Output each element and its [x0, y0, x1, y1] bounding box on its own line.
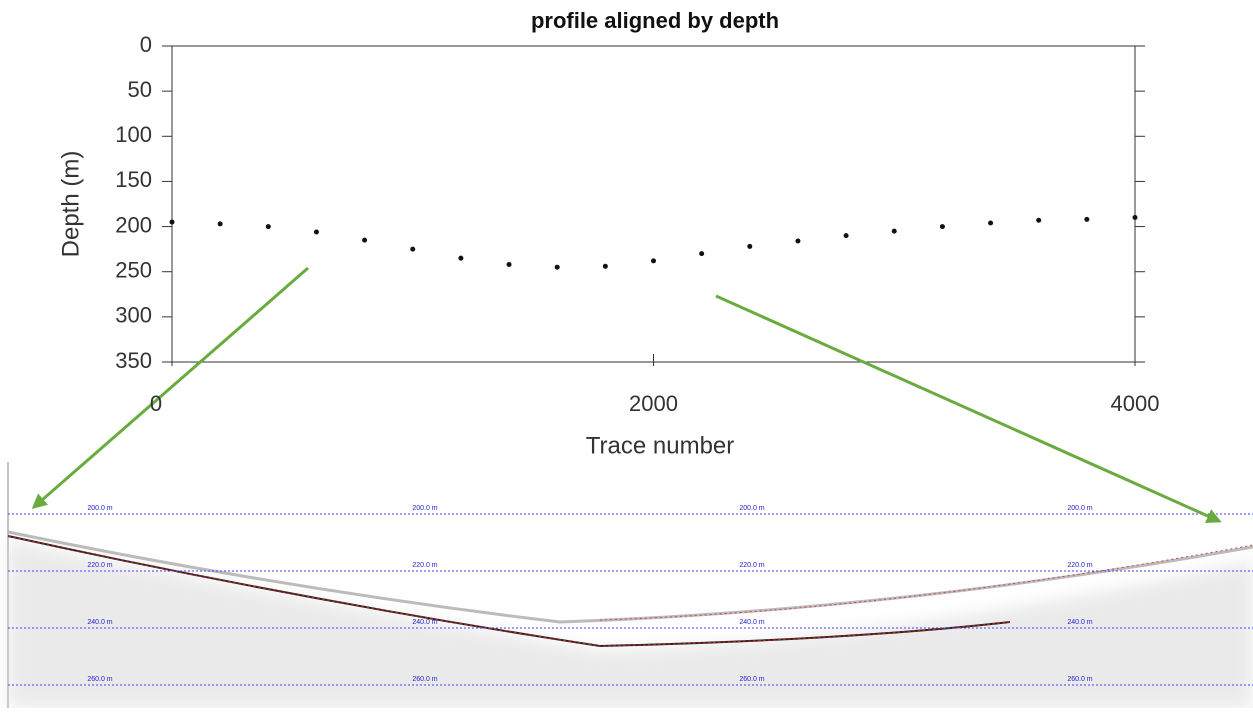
y-tick-label: 100 [115, 122, 152, 147]
x-tick-label: 2000 [629, 391, 678, 416]
plot-frame [171, 45, 1136, 363]
data-point [313, 229, 319, 235]
depth-label: 240.0 m [87, 619, 112, 626]
depth-label: 220.0 m [412, 562, 437, 569]
y-tick-label: 150 [115, 167, 152, 192]
depth-label: 200.0 m [87, 505, 112, 512]
data-point [362, 237, 368, 243]
echogram: 200.0 m 200.0 m 200.0 m 200.0 m 220.0 m 220.0… [7, 462, 1253, 708]
y-tick-label: 200 [115, 212, 152, 237]
depth-label: 200.0 m [1067, 505, 1092, 512]
echogram-bottom-detect [7, 535, 1011, 647]
data-point [843, 233, 849, 239]
depth-label: 260.0 m [87, 676, 112, 683]
depth-label: 220.0 m [87, 562, 112, 569]
data-point [169, 219, 175, 225]
depth-label: 260.0 m [1067, 676, 1092, 683]
depth-label: 200.0 m [412, 505, 437, 512]
x-tick-label: 0 [150, 391, 162, 416]
data-point [554, 264, 560, 270]
data-point [1036, 217, 1042, 223]
y-tick-label: 350 [115, 348, 152, 373]
depth-label: 240.0 m [1067, 619, 1092, 626]
depth-label: 240.0 m [412, 619, 437, 626]
data-point [506, 261, 512, 267]
echogram-upper-detect [599, 544, 1253, 621]
data-point [458, 255, 464, 261]
echogram-noise [8, 540, 1253, 708]
y-axis-label: Depth (m) [57, 151, 84, 258]
depth-label: 200.0 m [739, 505, 764, 512]
data-point [410, 246, 416, 252]
y-tick-label: 50 [128, 77, 152, 102]
data-point [217, 221, 223, 227]
data-point [1084, 216, 1090, 222]
data-point [265, 224, 271, 230]
y-tick-label: 300 [115, 303, 152, 328]
depth-label: 240.0 m [739, 619, 764, 626]
y-tick-label: 0 [140, 32, 152, 57]
data-point [939, 224, 945, 230]
data-point [891, 228, 897, 234]
data-point [651, 258, 656, 264]
data-point [699, 251, 705, 257]
data-point [602, 263, 608, 269]
y-tick-label: 250 [115, 258, 152, 283]
x-axis-label: Trace number [586, 432, 735, 459]
data-point [747, 243, 753, 249]
data-point [988, 220, 994, 226]
arrow-left [31, 266, 309, 509]
data-point [795, 238, 801, 244]
echogram-upper-echo [7, 530, 1253, 624]
data-point [1132, 215, 1138, 221]
chart-title: profile aligned by depth [531, 8, 779, 33]
depth-label: 220.0 m [1067, 562, 1092, 569]
arrow-right [715, 294, 1222, 523]
depth-label: 260.0 m [412, 676, 437, 683]
depth-label: 220.0 m [739, 562, 764, 569]
x-tick-label: 4000 [1111, 391, 1160, 416]
depth-label: 260.0 m [739, 676, 764, 683]
